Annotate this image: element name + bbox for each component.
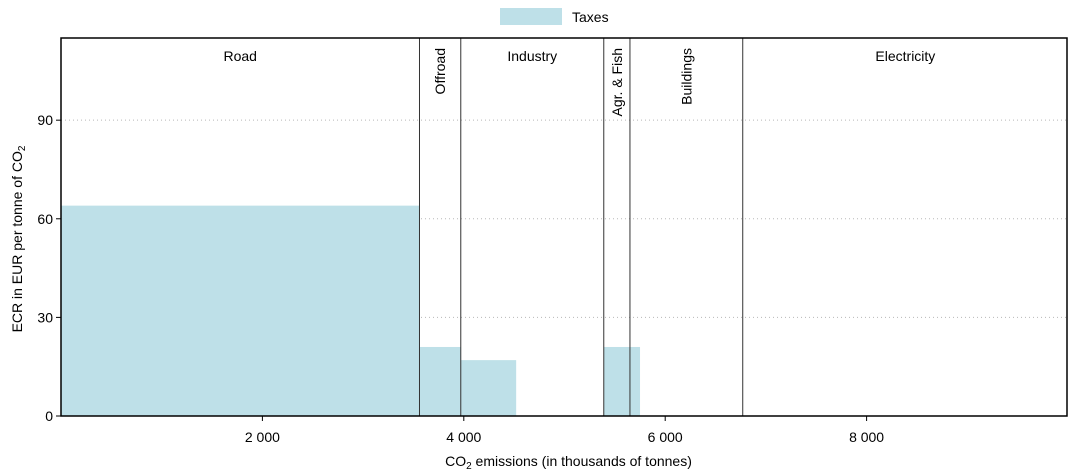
bar — [603, 346, 641, 416]
y-tick-label: 0 — [45, 408, 53, 424]
bars — [61, 205, 641, 416]
sector-label: Buildings — [678, 48, 694, 105]
sector-label: Road — [224, 48, 257, 64]
plot-frame — [60, 37, 1068, 417]
legend-label-taxes: Taxes — [572, 9, 609, 25]
sector-label: Offroad — [432, 48, 448, 94]
y-tick-label: 90 — [37, 112, 53, 128]
x-tick-label: 4 000 — [446, 429, 481, 445]
legend: Taxes — [500, 8, 609, 25]
y-tick-label: 30 — [37, 309, 53, 325]
sector-label: Electricity — [875, 48, 935, 64]
x-tick-label: 2 000 — [245, 429, 280, 445]
legend-swatch-taxes — [500, 8, 562, 25]
sector-label: Industry — [507, 48, 557, 64]
sector-labels: Road Offroad Industry Agr. & Fish Buildings E… — [224, 48, 936, 116]
bar — [61, 205, 420, 416]
x-tick-label: 6 000 — [648, 429, 683, 445]
bar — [419, 346, 461, 416]
x-axis-ticks: 2 000 4 000 6 000 8 000 — [245, 416, 884, 445]
sector-label: Agr. & Fish — [609, 48, 625, 116]
y-tick-label: 60 — [37, 211, 53, 227]
y-axis-label: ECR in EUR per tonne of CO2 — [9, 145, 28, 332]
x-tick-label: 8 000 — [849, 429, 884, 445]
x-axis-label: CO2 emissions (in thousands of tonnes) — [445, 453, 692, 472]
sector-dividers — [418, 38, 744, 416]
bar — [460, 360, 517, 416]
y-axis-ticks: 0 30 60 90 — [37, 112, 61, 424]
